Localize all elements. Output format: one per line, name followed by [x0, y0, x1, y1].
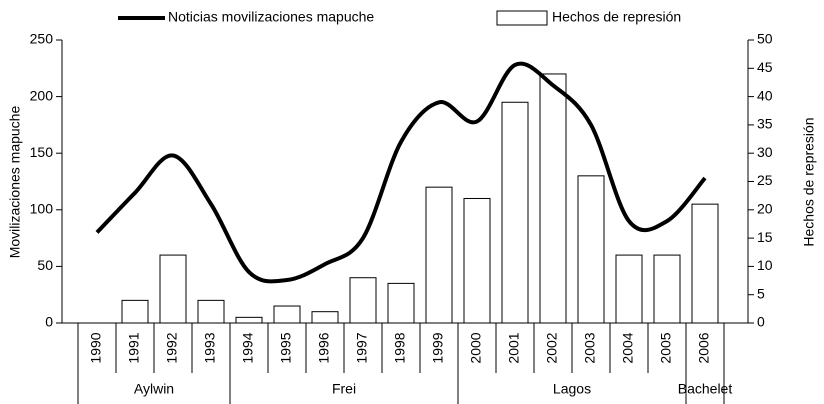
- bar: [691, 203, 719, 324]
- bar: [425, 186, 453, 324]
- bar: [539, 73, 567, 324]
- x-tick-label: 2004: [620, 332, 636, 363]
- y2-tick-label: 35: [757, 116, 773, 132]
- y-tick-label: 50: [37, 257, 53, 273]
- bar: [273, 305, 301, 324]
- y-tick-label: 150: [30, 144, 54, 160]
- bar: [653, 254, 681, 324]
- y2-tick-label: 50: [757, 31, 773, 47]
- bar: [159, 254, 187, 324]
- y2-tick-label: 25: [757, 172, 773, 188]
- x-tick-label: 2000: [468, 332, 484, 363]
- x-tick-label: 1992: [164, 332, 180, 363]
- period-label: Frei: [332, 381, 356, 397]
- x-tick-label: 2001: [506, 332, 522, 363]
- x-tick-label: 2003: [582, 332, 598, 363]
- period-label: Aylwin: [134, 381, 174, 397]
- bar: [349, 277, 377, 324]
- y-tick-label: 200: [30, 87, 54, 103]
- bar: [387, 282, 415, 324]
- y-tick-label: 100: [30, 201, 54, 217]
- y2-tick-label: 45: [757, 59, 773, 75]
- bar: [615, 254, 643, 324]
- y2-tick-label: 0: [757, 314, 765, 330]
- x-tick-label: 1993: [202, 332, 218, 363]
- bar: [121, 299, 149, 324]
- bar: [577, 175, 605, 324]
- y2-tick-label: 30: [757, 144, 773, 160]
- y2-tick-label: 15: [757, 229, 773, 245]
- y-tick-label: 250: [30, 31, 54, 47]
- x-tick-label: 2006: [696, 332, 712, 363]
- x-tick-label: 1991: [126, 332, 142, 363]
- x-tick-label: 1995: [278, 332, 294, 363]
- y2-tick-label: 20: [757, 201, 773, 217]
- x-tick-label: 1999: [430, 332, 446, 363]
- bar: [463, 197, 491, 324]
- bar: [197, 299, 225, 324]
- x-tick-label: 1998: [392, 332, 408, 363]
- bar: [235, 316, 263, 324]
- y2-tick-label: 5: [757, 285, 765, 301]
- period-label: Bachelet: [678, 381, 733, 397]
- period-label: Lagos: [553, 381, 591, 397]
- y-axis-label: Movilizaciones mapuche: [7, 106, 23, 259]
- y2-axis-label: Hechos de represión: [801, 117, 817, 246]
- y2-tick-label: 40: [757, 87, 773, 103]
- y2-tick-label: 10: [757, 257, 773, 273]
- x-tick-label: 1994: [240, 332, 256, 363]
- legend-label: Noticias movilizaciones mapuche: [168, 9, 374, 25]
- x-tick-label: 2005: [658, 332, 674, 363]
- line: [95, 61, 707, 284]
- x-tick-label: 1997: [354, 332, 370, 363]
- y-tick-label: 0: [45, 314, 53, 330]
- x-tick-label: 1990: [88, 332, 104, 363]
- x-tick-label: 1996: [316, 332, 332, 363]
- bar: [501, 101, 529, 324]
- bar: [311, 311, 339, 324]
- legend-swatch: [496, 10, 548, 26]
- legend-label: Hechos de represión: [552, 9, 681, 25]
- x-tick-label: 2002: [544, 332, 560, 363]
